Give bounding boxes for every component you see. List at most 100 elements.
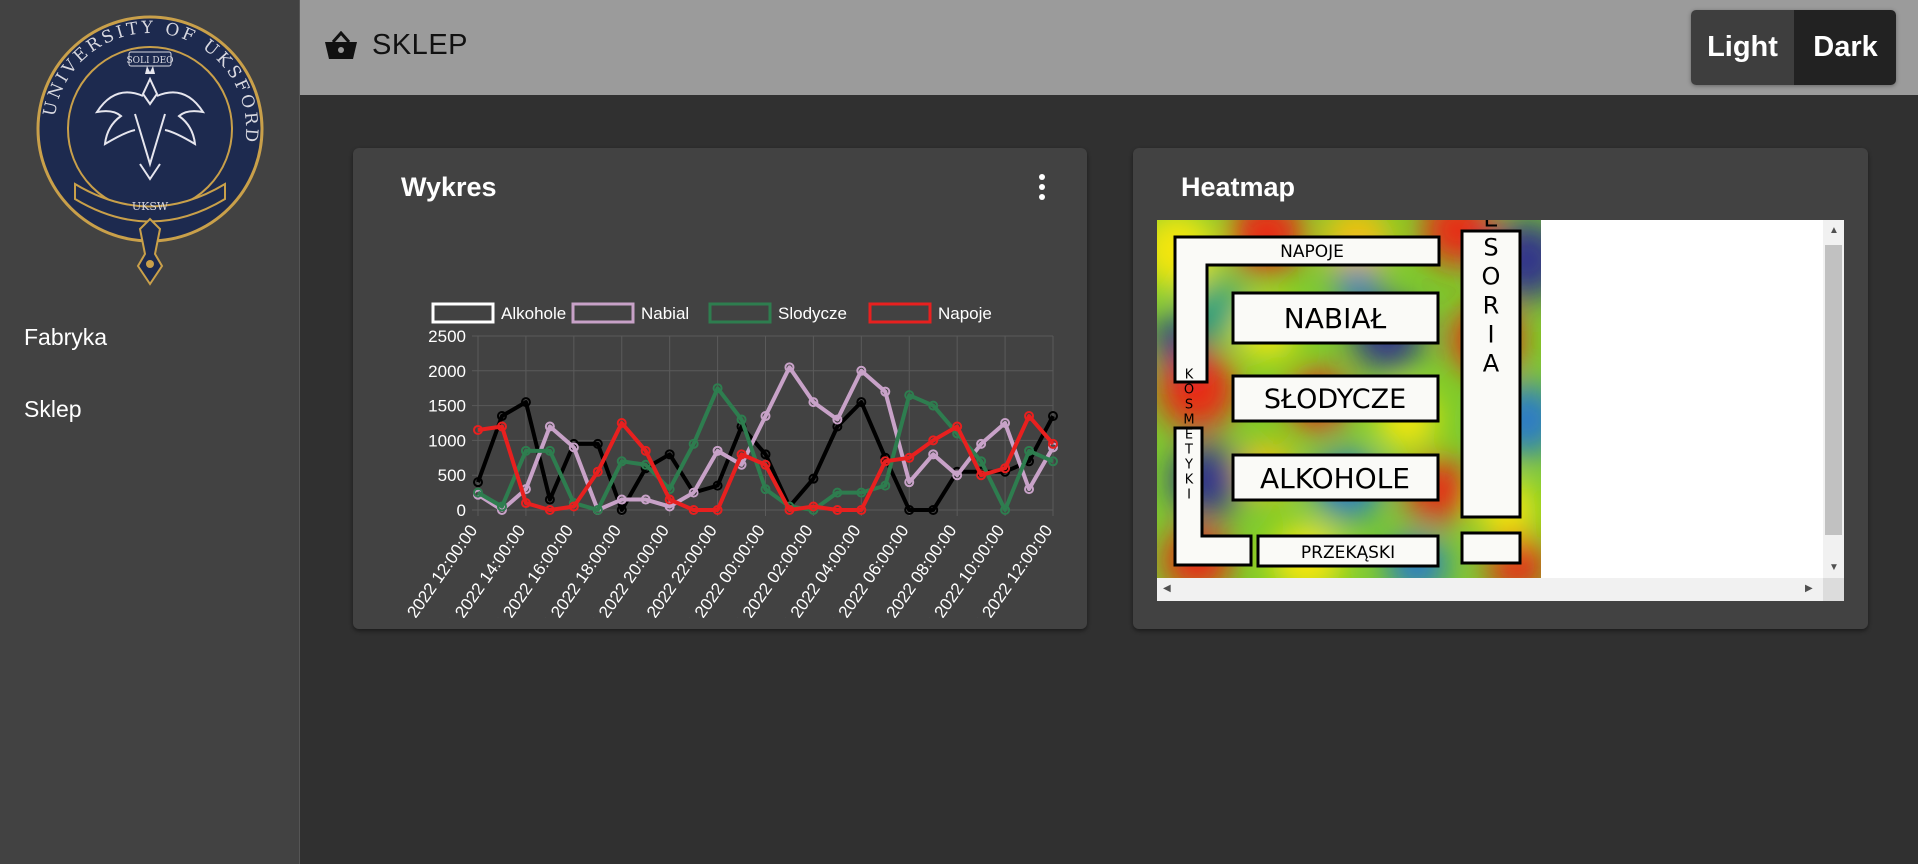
chart-card: Wykres 0 500 1000 1500 2000 2500 02.04.2022 12… (353, 148, 1087, 629)
data-point (928, 505, 939, 515)
data-point (544, 421, 555, 432)
data-point (880, 386, 891, 397)
data-point (808, 473, 819, 484)
svg-text:UKSW: UKSW (132, 200, 169, 213)
data-point (664, 501, 675, 512)
data-point (856, 365, 867, 376)
svg-text:SOLI DEO: SOLI DEO (126, 56, 173, 66)
dark-theme-button[interactable]: Dark (1795, 10, 1896, 85)
scroll-right-icon[interactable]: ▶ (1805, 583, 1813, 594)
legend-label: Napoje (938, 304, 992, 323)
data-point (928, 449, 939, 460)
data-point (473, 477, 483, 488)
vertical-scroll-thumb[interactable] (1825, 245, 1842, 535)
scroll-down-icon[interactable]: ▼ (1829, 562, 1839, 573)
light-theme-button[interactable]: Light (1691, 10, 1795, 85)
data-point (784, 505, 795, 515)
more-vertical-icon[interactable] (1036, 172, 1048, 202)
y-tick-label: 1500 (428, 397, 466, 416)
legend-swatch (571, 302, 635, 324)
y-tick-label: 2500 (428, 327, 466, 346)
series-line (476, 365, 1055, 512)
data-point (520, 397, 531, 408)
data-point (1000, 463, 1011, 474)
heatmap-label-nabial: NABIAŁ (1284, 302, 1387, 335)
data-point (616, 494, 627, 505)
vertical-scrollbar[interactable]: ▲ ▼ (1823, 220, 1844, 578)
theme-toggle: Light Dark (1691, 10, 1896, 85)
data-point (496, 411, 507, 422)
data-point (904, 452, 915, 463)
data-point (520, 498, 531, 509)
data-point (473, 424, 483, 435)
data-point (1000, 505, 1011, 515)
legend-swatch (431, 302, 495, 324)
data-point (568, 501, 579, 512)
data-point (760, 411, 771, 422)
data-point (640, 494, 651, 505)
heatmap-label-napoje: NAPOJE (1280, 242, 1344, 262)
data-point (976, 456, 987, 467)
data-point (760, 459, 771, 470)
data-point (832, 505, 843, 515)
data-point (1048, 411, 1058, 422)
data-point (856, 505, 867, 515)
horizontal-scrollbar[interactable]: ◀ ▶ (1157, 578, 1823, 601)
scroll-corner (1823, 578, 1844, 601)
scroll-up-icon[interactable]: ▲ (1829, 225, 1839, 236)
data-point (904, 390, 915, 401)
data-point (544, 445, 555, 456)
sidebar-item-sklep[interactable]: Sklep (24, 396, 82, 422)
y-tick-label: 500 (438, 466, 466, 485)
data-point (712, 505, 723, 515)
data-point (1048, 438, 1058, 449)
data-point (760, 484, 771, 495)
data-point (664, 494, 675, 505)
data-point (664, 449, 675, 460)
y-tick-label: 0 (457, 501, 466, 520)
data-point (1024, 411, 1035, 422)
data-point (688, 487, 699, 498)
data-point (808, 397, 819, 408)
data-point (568, 442, 579, 453)
legend-label: Slodycze (778, 304, 847, 323)
heatmap-label-slodycze: SŁODYCZE (1264, 384, 1406, 415)
data-point (640, 445, 651, 456)
store-heatmap: NAPOJE NABIAŁ SŁODYCZE ALKOHOLE AKCESORI… (1157, 220, 1541, 578)
data-point (712, 383, 723, 394)
data-point (496, 421, 507, 432)
chart-card-title: Wykres (401, 172, 497, 202)
data-point (832, 421, 843, 432)
sidebar-item-fabryka[interactable]: Fabryka (24, 324, 108, 350)
university-logo: UNIVERSITY OF UKSFORD SOLI DEO UKSW (36, 15, 264, 286)
data-point (832, 487, 843, 498)
data-point (616, 505, 627, 515)
data-point (1000, 418, 1011, 428)
sidebar: UNIVERSITY OF UKSFORD SOLI DEO UKSW Fabr… (0, 0, 300, 864)
data-point (712, 445, 723, 456)
heatmap-card-title: Heatmap (1181, 172, 1296, 202)
legend-swatch (708, 302, 772, 324)
data-point (976, 470, 987, 481)
data-point (688, 438, 699, 449)
data-point (952, 421, 963, 432)
scroll-left-icon[interactable]: ◀ (1163, 583, 1171, 594)
legend-swatch (868, 302, 932, 324)
data-point (592, 438, 603, 449)
y-tick-label: 2000 (428, 362, 466, 381)
data-point (473, 487, 483, 498)
y-tick-label: 1000 (428, 431, 466, 450)
heatmap-label-kosmetyki: KOSMETYKI (1182, 368, 1197, 503)
heatmap-label-akcesoria: AKCESORIA (1477, 220, 1505, 379)
heatmap-viewport[interactable]: NAPOJE NABIAŁ SŁODYCZE ALKOHOLE AKCESORI… (1157, 220, 1844, 601)
data-point (1024, 445, 1035, 456)
data-point (808, 501, 819, 512)
heatmap-label-alkohole: ALKOHOLE (1260, 462, 1410, 495)
data-point (544, 505, 555, 515)
data-point (712, 480, 723, 491)
data-point (640, 459, 651, 470)
data-point (976, 438, 987, 449)
legend-label: Alkohole (501, 304, 566, 323)
data-point (928, 400, 939, 411)
